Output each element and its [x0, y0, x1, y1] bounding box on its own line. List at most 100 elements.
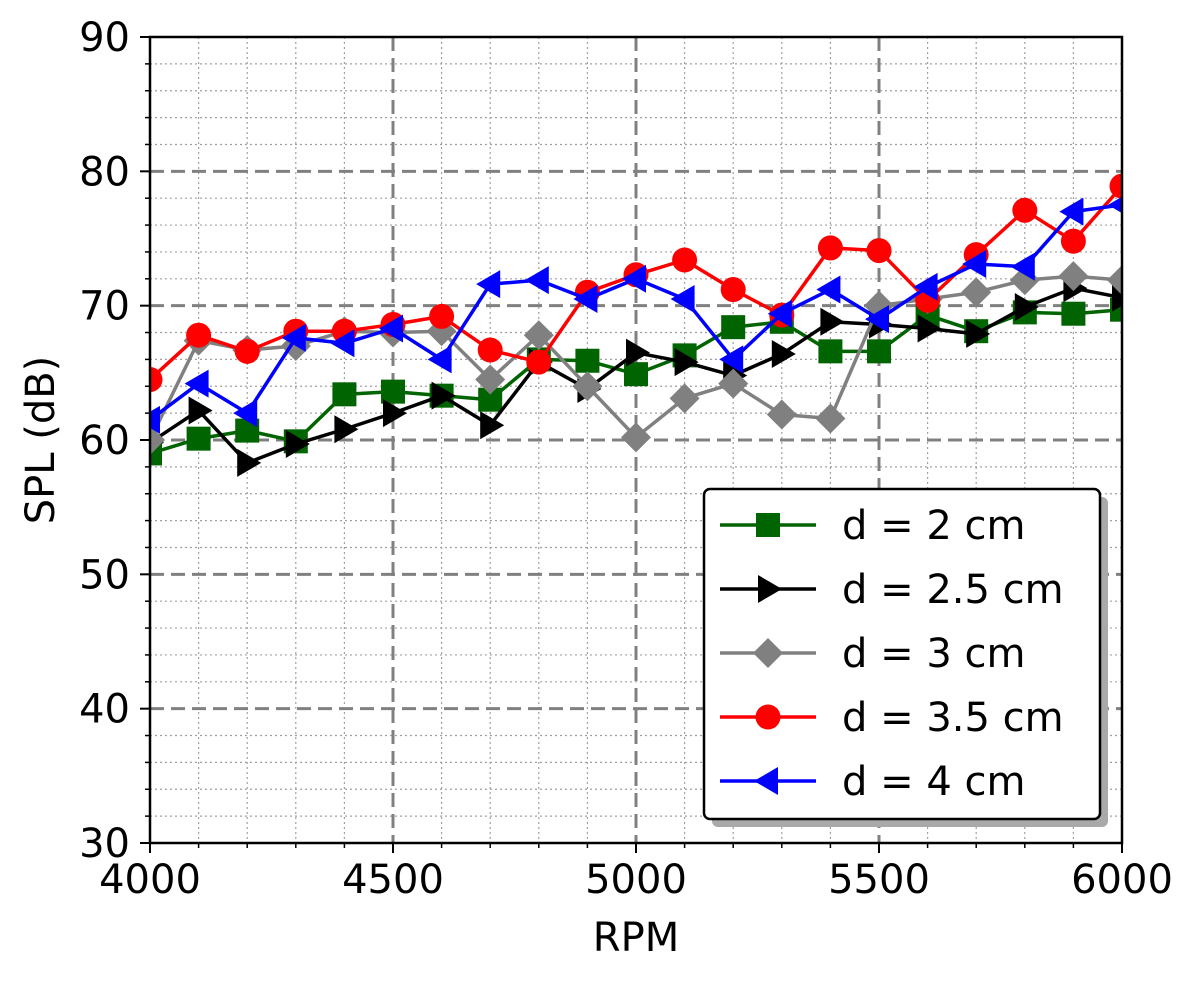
series-3-point — [961, 277, 992, 308]
series-4-point — [1060, 228, 1086, 254]
series-2-point — [917, 314, 942, 343]
series-5-point — [913, 272, 938, 301]
series-3-point — [815, 403, 846, 434]
series-3-point — [150, 425, 165, 455]
series-1-point — [575, 348, 600, 373]
x-axis-label: RPM — [593, 915, 679, 961]
series-5-point — [865, 305, 889, 334]
series-5-point — [1010, 252, 1035, 281]
legend-entry-4-marker — [755, 704, 781, 730]
series-2-point — [966, 319, 991, 348]
x-tick-label: 6000 — [1071, 857, 1173, 903]
tick-labels: 4000 4500 5000 5500 6000 30 40 50 60 70 80 90 — [79, 15, 1173, 903]
series-3-point — [718, 368, 749, 399]
series-4-point — [720, 277, 746, 303]
series-5-point — [962, 250, 987, 279]
series-5-point — [233, 399, 258, 428]
series-5-point — [670, 284, 695, 313]
series-5-point — [524, 266, 549, 295]
series-5-point — [150, 405, 160, 434]
series-2-point — [188, 396, 213, 425]
y-tick-label: 30 — [79, 821, 130, 867]
series-5 — [150, 196, 1122, 434]
legend-box — [702, 487, 1102, 821]
series-3-point — [1107, 265, 1122, 296]
y-tick-label: 70 — [79, 284, 130, 330]
series-layer — [150, 173, 1122, 477]
series-3-point — [621, 422, 651, 453]
legend-entry-5-label: d = 4 cm — [842, 759, 1025, 805]
series-4-point — [429, 303, 455, 329]
series-1-point — [867, 339, 891, 364]
x-tick-label: 4000 — [99, 857, 201, 903]
series-5-point — [379, 314, 403, 343]
series-4-point — [186, 322, 212, 348]
series-3-point — [475, 364, 506, 395]
y-tick-label: 80 — [79, 149, 130, 195]
series-3-point — [766, 399, 797, 430]
legend-entry-5: d = 4 cm — [720, 759, 1025, 805]
series-1-point — [186, 426, 211, 451]
y-tick-label: 60 — [79, 418, 130, 464]
series-2-point — [771, 340, 796, 369]
series-1-point — [332, 382, 357, 407]
series-2-point — [431, 381, 456, 410]
axis-ticks — [140, 36, 1123, 853]
series-5-point — [330, 329, 355, 358]
legend-entry-1-label: d = 2 cm — [842, 503, 1025, 549]
series-2-point — [334, 415, 359, 444]
series-2-point — [383, 399, 407, 428]
series-4-point — [150, 367, 163, 393]
series-5-point — [184, 369, 209, 398]
series-5-point — [622, 264, 646, 293]
series-5-point — [816, 275, 841, 304]
series-2-point — [285, 430, 310, 459]
y-axis-label: SPL (dB) — [18, 356, 64, 525]
series-4-point — [234, 338, 260, 364]
legend-entry-3-marker — [753, 638, 783, 668]
series-5-point — [427, 345, 452, 374]
series-1-point — [818, 339, 843, 364]
series-2-point — [237, 448, 262, 477]
series-4-point — [1109, 173, 1122, 199]
x-tick-label: 5500 — [828, 857, 930, 903]
legend-entry-5-marker — [754, 767, 778, 795]
series-3-point — [572, 371, 603, 402]
y-tick-label: 40 — [79, 687, 130, 733]
legend-entry-1: d = 2 cm — [720, 503, 1025, 549]
series-5-point — [1108, 196, 1122, 214]
series-2-point — [480, 411, 505, 440]
series-1-point — [381, 379, 405, 404]
series-3-point — [669, 383, 700, 414]
series-5-point — [476, 270, 501, 299]
legend-entry-2-marker — [758, 575, 782, 603]
legend: d = 2 cm d = 2.5 cm d = 3 cm d = 3.5 cm d = … — [702, 487, 1108, 827]
y-tick-label: 90 — [79, 15, 130, 61]
legend-entry-1-marker — [756, 513, 780, 537]
series-2-point — [820, 307, 845, 336]
series-5-point — [281, 323, 306, 352]
y-tick-label: 50 — [79, 552, 130, 598]
series-2-point — [674, 348, 699, 377]
legend-entry-3: d = 3 cm — [720, 631, 1025, 677]
series-1-point — [1061, 301, 1086, 326]
series-4-point — [526, 349, 552, 375]
series-5-point — [573, 284, 598, 313]
series-5-point — [1059, 197, 1084, 226]
series-5-point — [767, 299, 792, 328]
series-4-point — [672, 247, 698, 273]
legend-entry-4: d = 3.5 cm — [720, 695, 1064, 741]
series-5-point — [719, 345, 744, 374]
x-tick-label: 5000 — [585, 857, 687, 903]
series-3-point — [523, 320, 554, 351]
series-2-point — [1014, 293, 1039, 322]
series-1-point — [624, 362, 648, 387]
legend-entry-2-label: d = 2.5 cm — [842, 567, 1064, 613]
legend-entry-2: d = 2.5 cm — [720, 567, 1064, 613]
legend-entry-3-label: d = 3 cm — [842, 631, 1025, 677]
series-4-point — [866, 238, 892, 264]
series-3-point — [1058, 261, 1089, 292]
series-4-point — [817, 235, 843, 261]
series-2-point — [626, 338, 650, 367]
